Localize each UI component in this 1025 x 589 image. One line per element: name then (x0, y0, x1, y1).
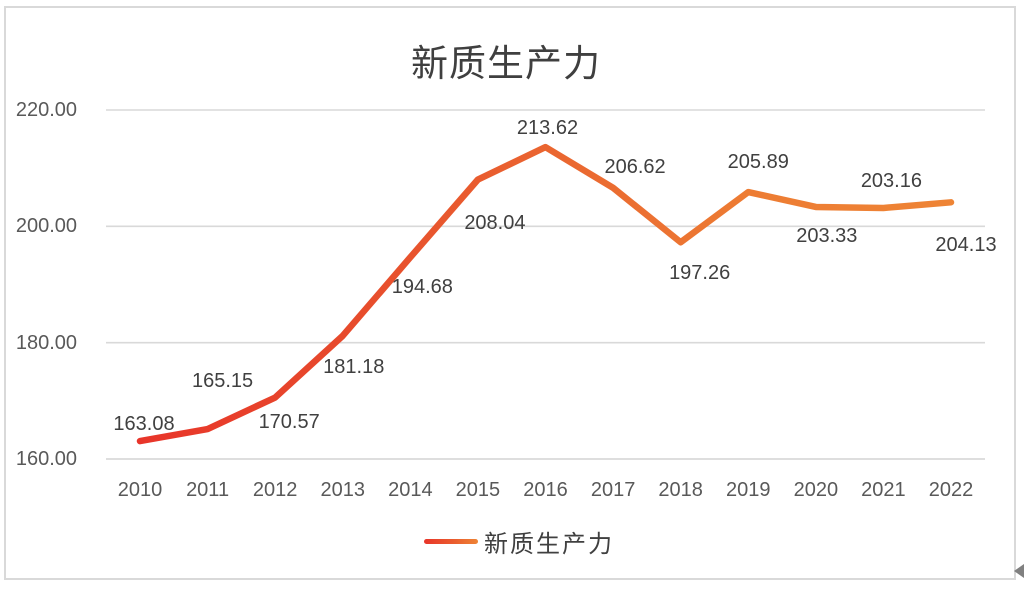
series-line (136, 143, 955, 445)
y-axis-tick-label: 200.00 (15, 215, 77, 238)
data-point-label: 163.08 (113, 413, 175, 436)
x-axis-tick-label: 2017 (590, 479, 636, 501)
data-point-label: 165.15 (191, 370, 254, 393)
data-point-label: 203.16 (860, 169, 922, 192)
x-axis-tick-label: 2012 (252, 479, 298, 501)
x-axis-tick-label: 2010 (117, 479, 163, 501)
chart-title: 新质生产力 (411, 44, 601, 85)
data-point-label: 203.33 (796, 224, 858, 247)
data-point-label: 194.68 (391, 276, 453, 299)
data-point-label: 208.04 (464, 211, 526, 234)
x-axis-tick-label: 2013 (320, 479, 366, 501)
data-point-label: 205.89 (727, 151, 789, 174)
x-axis-tick-label: 2011 (186, 479, 230, 501)
data-point-label: 206.62 (604, 155, 666, 178)
x-axis-tick-label: 2020 (793, 479, 839, 501)
x-axis-tick-label: 2016 (523, 479, 568, 501)
y-axis-tick-label: 220.00 (15, 99, 77, 121)
legend-series-label: 新质生产力 (484, 531, 614, 558)
scroll-left-arrow-icon (1014, 564, 1024, 578)
x-axis-tick-label: 2019 (726, 479, 771, 501)
data-point-label: 197.26 (669, 262, 731, 285)
data-point-label: 181.18 (323, 355, 385, 378)
x-axis-tick-label: 2018 (658, 479, 703, 501)
x-axis-tick-label: 2021 (861, 479, 906, 501)
data-point-label: 204.13 (935, 234, 997, 257)
legend: 新质生产力 (424, 527, 614, 558)
data-point-label: 170.57 (258, 410, 320, 433)
x-axis-tick-label: 2022 (928, 479, 974, 501)
y-axis-tick-label: 180.00 (15, 331, 77, 354)
x-axis-tick-label: 2014 (388, 479, 433, 501)
data-point-label: 213.62 (516, 117, 579, 140)
x-axis-tick-label: 2015 (455, 479, 501, 501)
y-axis-tick-label: 160.00 (15, 448, 77, 470)
legend-line-marker (424, 538, 478, 544)
